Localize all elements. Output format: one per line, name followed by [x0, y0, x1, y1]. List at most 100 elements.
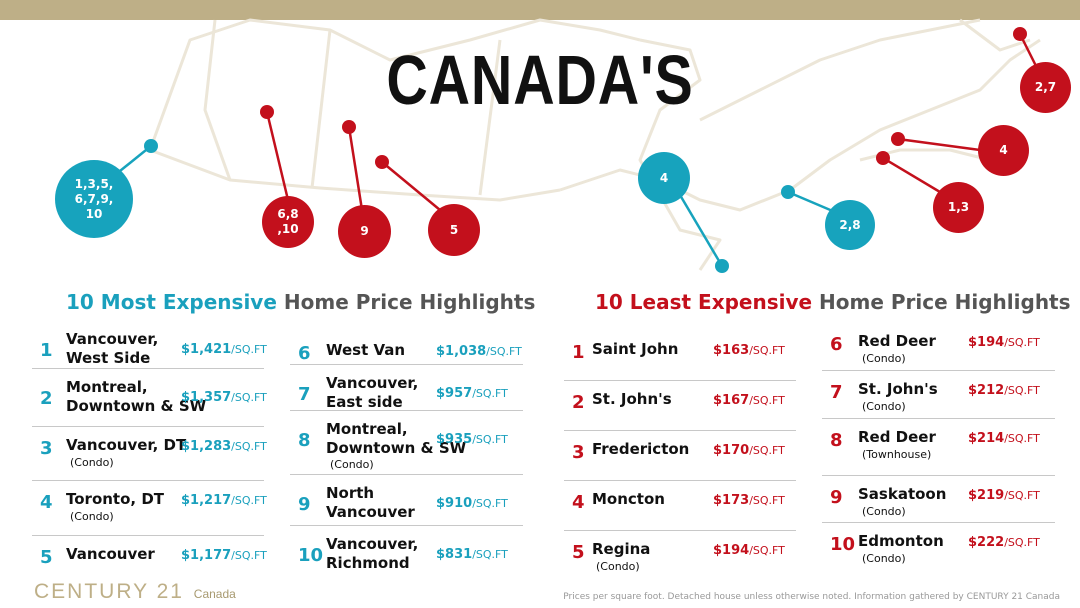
rank-number: 8 — [830, 430, 843, 451]
location-name: St. John's — [592, 390, 672, 408]
property-type-note: (Condo) — [70, 510, 114, 523]
price-unit: /SQ.FT — [472, 387, 508, 400]
map-marker-alberta: 6,8 ,10 — [262, 196, 314, 248]
location-name: Vancouver, East side — [326, 374, 419, 411]
price-per-sqft: $1,357/SQ.FT — [181, 390, 267, 405]
footnote: Prices per square foot. Detached house u… — [563, 592, 1060, 602]
price-per-sqft: $214/SQ.FT — [968, 431, 1040, 446]
price-per-sqft: $831/SQ.FT — [436, 547, 508, 562]
rank-number: 7 — [298, 384, 311, 405]
price-value: $163 — [713, 343, 750, 358]
row-divider — [822, 522, 1055, 523]
least-expensive-heading: 10 Least Expensive Home Price Highlights — [595, 290, 1071, 314]
price-per-sqft: $222/SQ.FT — [968, 535, 1040, 550]
price-per-sqft: $219/SQ.FT — [968, 488, 1040, 503]
rank-number: 6 — [298, 343, 311, 364]
price-per-sqft: $935/SQ.FT — [436, 432, 508, 447]
price-unit: /SQ.FT — [1004, 336, 1040, 349]
price-per-sqft: $1,283/SQ.FT — [181, 439, 267, 454]
price-unit: /SQ.FT — [231, 343, 267, 356]
map-marker-regina: 5 — [428, 204, 480, 256]
price-value: $170 — [713, 443, 750, 458]
row-divider — [290, 364, 523, 365]
row-divider — [822, 370, 1055, 371]
price-value: $831 — [436, 547, 473, 562]
price-per-sqft: $194/SQ.FT — [713, 543, 785, 558]
price-value: $194 — [968, 335, 1005, 350]
location-name: Edmonton — [858, 532, 944, 550]
price-value: $194 — [713, 543, 750, 558]
location-name: Vancouver — [66, 545, 155, 563]
rank-number: 1 — [40, 340, 53, 361]
top-banner — [0, 0, 1080, 20]
location-name: Montreal, Downtown & SW — [326, 420, 467, 457]
page-title: CANADA'S — [386, 41, 694, 119]
price-value: $1,177 — [181, 548, 232, 563]
row-divider — [290, 474, 523, 475]
price-per-sqft: $167/SQ.FT — [713, 393, 785, 408]
price-unit: /SQ.FT — [749, 344, 785, 357]
price-value: $1,421 — [181, 342, 232, 357]
century21-logo: CENTURY 21 Canada — [34, 580, 236, 603]
price-unit: /SQ.FT — [1004, 384, 1040, 397]
map-marker-moncton: 4 — [978, 125, 1029, 176]
rank-number: 7 — [830, 382, 843, 403]
row-divider — [290, 410, 523, 411]
row-divider — [32, 368, 264, 369]
row-divider — [564, 480, 796, 481]
price-per-sqft: $212/SQ.FT — [968, 383, 1040, 398]
price-value: $935 — [436, 432, 473, 447]
map-marker-saint-john: 1,3 — [933, 182, 984, 233]
property-type-note: (Townhouse) — [862, 448, 932, 461]
pin-lines — [114, 27, 1040, 273]
price-value: $1,038 — [436, 344, 487, 359]
price-per-sqft: $1,217/SQ.FT — [181, 493, 267, 508]
price-unit: /SQ.FT — [749, 544, 785, 557]
location-name: Vancouver, DT — [66, 436, 187, 454]
price-unit: /SQ.FT — [749, 494, 785, 507]
row-divider — [822, 418, 1055, 419]
rank-number: 9 — [830, 487, 843, 508]
rank-number: 3 — [572, 442, 585, 463]
property-type-note: (Condo) — [862, 400, 906, 413]
row-divider — [32, 535, 264, 536]
price-unit: /SQ.FT — [749, 444, 785, 457]
location-name: Vancouver, West Side — [66, 330, 159, 367]
property-type-note: (Condo) — [70, 456, 114, 469]
property-type-note: (Condo) — [862, 352, 906, 365]
price-value: $167 — [713, 393, 750, 408]
most-expensive-heading: 10 Most Expensive Home Price Highlights — [66, 290, 536, 314]
property-type-note: (Condo) — [330, 458, 374, 471]
price-per-sqft: $163/SQ.FT — [713, 343, 785, 358]
map-marker-saskatoon: 9 — [338, 205, 391, 258]
price-unit: /SQ.FT — [472, 497, 508, 510]
price-per-sqft: $173/SQ.FT — [713, 493, 785, 508]
map-marker-montreal: 2,8 — [825, 200, 875, 250]
property-type-note: (Condo) — [862, 552, 906, 565]
price-per-sqft: $170/SQ.FT — [713, 443, 785, 458]
rank-number: 9 — [298, 494, 311, 515]
map-marker-st-johns: 2,7 — [1020, 62, 1071, 113]
row-divider — [290, 525, 523, 526]
price-value: $1,283 — [181, 439, 232, 454]
rank-number: 6 — [830, 334, 843, 355]
price-per-sqft: $1,421/SQ.FT — [181, 342, 267, 357]
price-per-sqft: $194/SQ.FT — [968, 335, 1040, 350]
rank-number: 10 — [298, 545, 324, 566]
price-unit: /SQ.FT — [231, 549, 267, 562]
row-divider — [822, 475, 1055, 476]
price-unit: /SQ.FT — [1004, 489, 1040, 502]
row-divider — [564, 530, 796, 531]
row-divider — [32, 426, 264, 427]
price-unit: /SQ.FT — [472, 433, 508, 446]
price-unit: /SQ.FT — [1004, 432, 1040, 445]
location-name: West Van — [326, 341, 406, 359]
price-unit: /SQ.FT — [1004, 536, 1040, 549]
price-value: $910 — [436, 496, 473, 511]
location-name: St. John's — [858, 380, 938, 398]
price-unit: /SQ.FT — [486, 345, 522, 358]
row-divider — [32, 480, 264, 481]
price-per-sqft: $957/SQ.FT — [436, 386, 508, 401]
price-value: $957 — [436, 386, 473, 401]
rank-number: 3 — [40, 438, 53, 459]
